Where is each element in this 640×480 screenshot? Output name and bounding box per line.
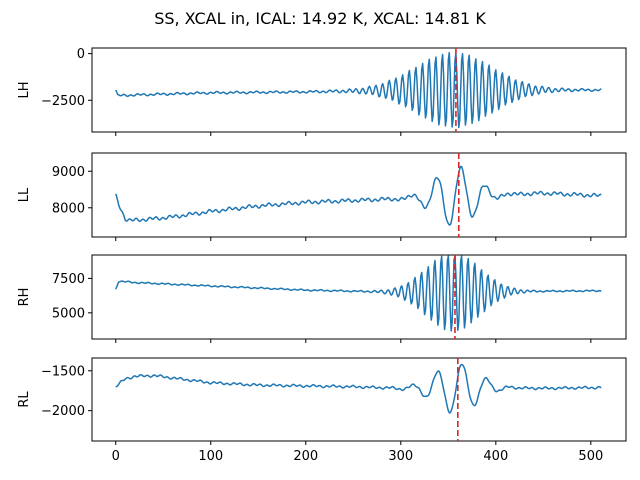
y-axis-label: RH xyxy=(17,288,32,307)
axes-frame xyxy=(91,254,627,340)
panel-rh: 5000 7500 RH xyxy=(17,254,627,343)
y-tick-label: 8000 xyxy=(52,201,85,216)
y-tick-label: 7500 xyxy=(52,272,85,287)
y-tick-label: −1500 xyxy=(41,364,85,379)
series-line xyxy=(115,255,602,332)
x-tick-label: 200 xyxy=(293,449,318,464)
axes-frame xyxy=(91,357,627,442)
axes-frame xyxy=(91,47,627,133)
y-axis-label: LH xyxy=(17,81,32,98)
y-tick-label: −2500 xyxy=(41,94,85,109)
series-line xyxy=(115,363,602,414)
x-tick-label: 300 xyxy=(388,449,413,464)
y-axis-label: LL xyxy=(17,187,32,202)
x-tick-label: 400 xyxy=(483,449,508,464)
panel-rl: −1500 −2000 0 100 200 300 400 500 RL xyxy=(17,357,627,464)
y-tick-label: 5000 xyxy=(52,306,85,321)
series-line xyxy=(115,51,602,129)
series-line xyxy=(115,165,602,226)
y-axis-label: RL xyxy=(17,391,32,408)
panel-ll: 8000 9000 LL xyxy=(17,152,627,241)
x-tick-label: 500 xyxy=(578,449,603,464)
y-tick-label: 9000 xyxy=(52,165,85,180)
y-tick-label: −2000 xyxy=(41,404,85,419)
axes-frame xyxy=(91,152,627,238)
x-tick-label: 100 xyxy=(198,449,223,464)
panel-lh: 0 −2500 LH xyxy=(17,47,627,136)
y-tick-label: 0 xyxy=(77,47,85,62)
chart-title: SS, XCAL in, ICAL: 14.92 K, XCAL: 14.81 … xyxy=(154,9,486,28)
x-tick-label: 0 xyxy=(112,449,120,464)
